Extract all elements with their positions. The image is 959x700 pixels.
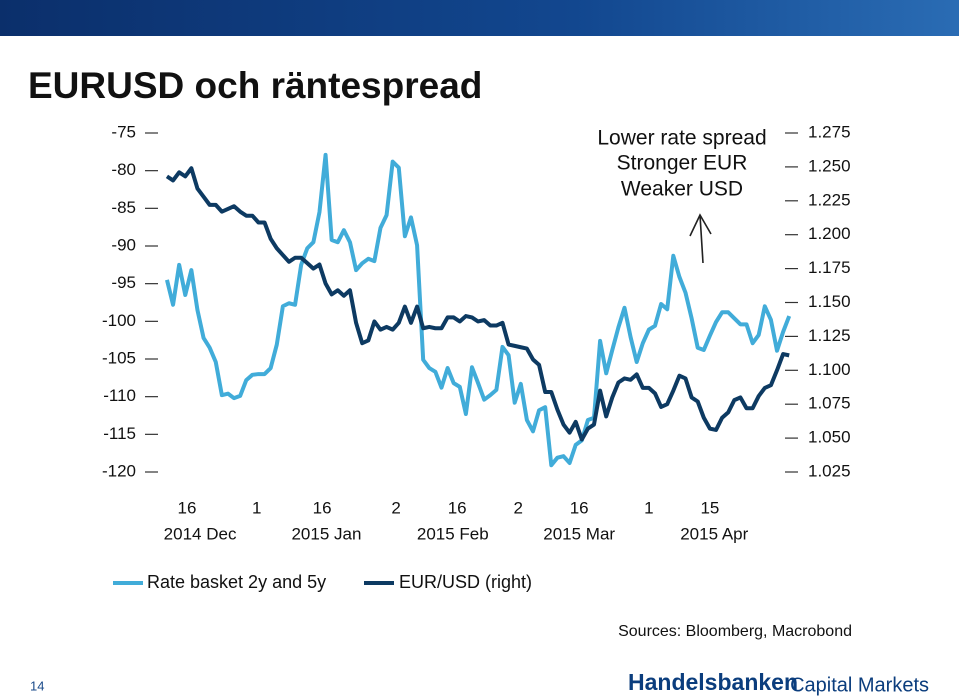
y-tick-label: -110 bbox=[103, 386, 136, 405]
x-tick-label: 15 bbox=[700, 498, 719, 517]
annotation: Stronger EUR bbox=[617, 152, 748, 175]
x-tick-label: 1 bbox=[252, 498, 261, 517]
x-month-label: 2015 Feb bbox=[417, 524, 489, 543]
x-tick-label: 1 bbox=[644, 498, 653, 517]
y-tick-label: -80 bbox=[111, 160, 136, 179]
series-line bbox=[165, 166, 790, 442]
y2-tick-label: 1.100 bbox=[808, 360, 851, 379]
annotation-arrow bbox=[689, 213, 712, 264]
y-tick-label: -100 bbox=[102, 311, 136, 330]
logo-name: Handelsbanken bbox=[628, 669, 798, 695]
x-month-label: 2014 Dec bbox=[164, 524, 237, 543]
top-banner bbox=[0, 0, 959, 36]
annotation: Weaker USD bbox=[621, 178, 743, 201]
legend-label: Rate basket 2y and 5y bbox=[147, 572, 326, 592]
x-month-label: 2015 Jan bbox=[291, 524, 361, 543]
annotation: Lower rate spread bbox=[597, 127, 766, 150]
logo-tagline: Capital Markets bbox=[790, 674, 929, 696]
legend-label: EUR/USD (right) bbox=[399, 572, 532, 592]
y-tick-label: -115 bbox=[103, 424, 136, 443]
y2-tick-label: 1.150 bbox=[808, 292, 851, 311]
y2-tick-label: 1.050 bbox=[808, 428, 851, 447]
y-tick-label: -105 bbox=[102, 348, 136, 367]
x-tick-label: 16 bbox=[448, 498, 467, 517]
x-tick-label: 16 bbox=[313, 498, 332, 517]
y2-tick-label: 1.275 bbox=[808, 122, 851, 141]
y2-tick-label: 1.250 bbox=[808, 156, 851, 175]
x-tick-label: 16 bbox=[178, 498, 197, 517]
y2-tick-label: 1.200 bbox=[808, 224, 851, 243]
y2-tick-label: 1.125 bbox=[808, 326, 851, 345]
y2-tick-label: 1.075 bbox=[808, 394, 851, 413]
y-tick-label: -90 bbox=[111, 235, 136, 254]
y-tick-label: -85 bbox=[111, 198, 136, 217]
x-tick-label: 2 bbox=[513, 498, 522, 517]
sources: Sources: Bloomberg, Macrobond bbox=[618, 623, 852, 640]
y2-tick-label: 1.175 bbox=[808, 258, 851, 277]
y2-tick-label: 1.025 bbox=[808, 461, 851, 480]
y-tick-label: -75 bbox=[111, 122, 136, 141]
slide-title: EURUSD och räntespread bbox=[28, 65, 482, 106]
x-month-label: 2015 Apr bbox=[680, 524, 748, 543]
y-tick-label: -95 bbox=[111, 273, 136, 292]
y-tick-label: -120 bbox=[102, 461, 136, 480]
series-line bbox=[165, 152, 792, 468]
x-tick-label: 16 bbox=[570, 498, 589, 517]
page-number: 14 bbox=[30, 678, 44, 693]
x-month-label: 2015 Mar bbox=[543, 524, 615, 543]
x-tick-label: 2 bbox=[391, 498, 400, 517]
y2-tick-label: 1.225 bbox=[808, 190, 851, 209]
